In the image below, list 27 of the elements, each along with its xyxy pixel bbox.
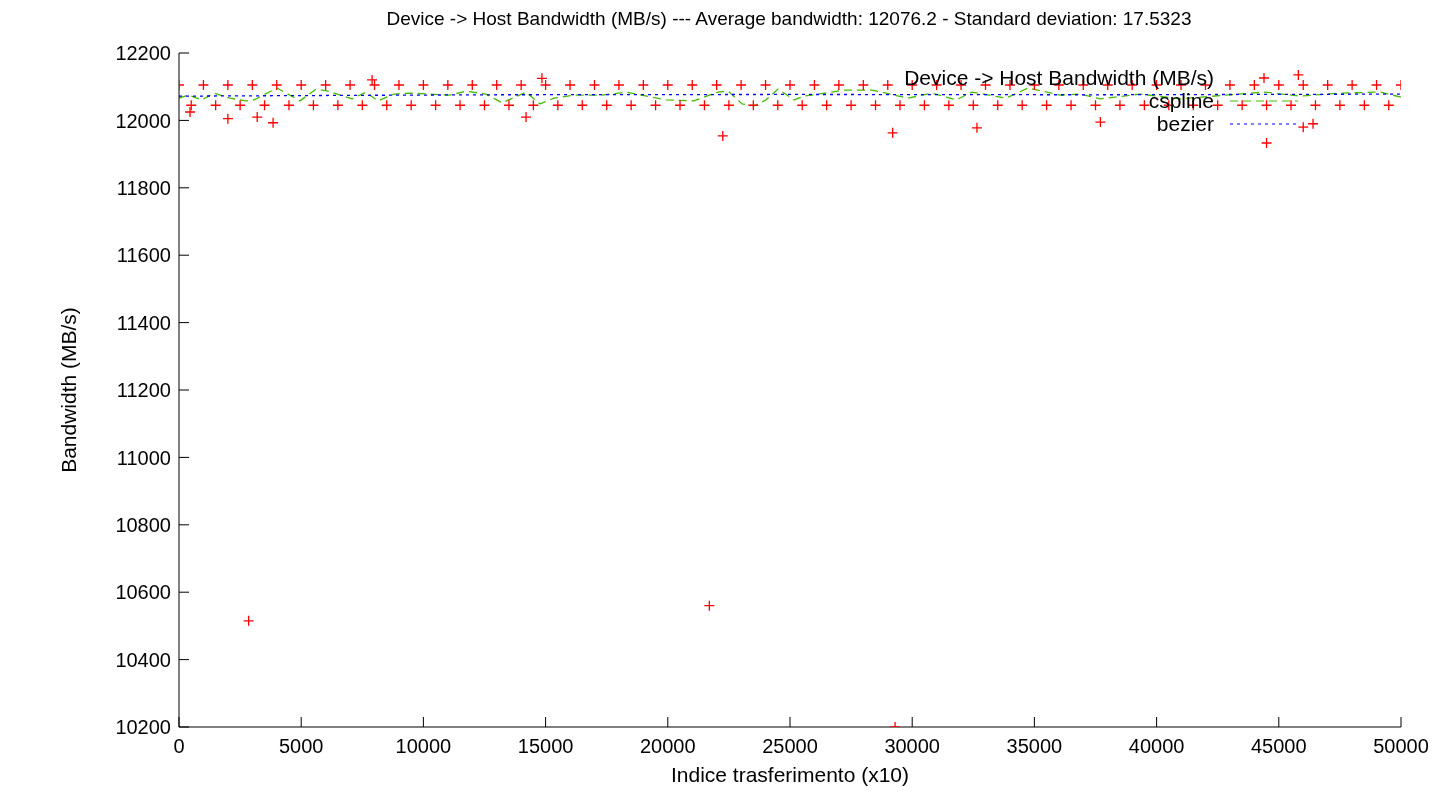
y-tick-label: 11200 bbox=[116, 379, 171, 402]
y-tick-label: 10400 bbox=[115, 648, 171, 671]
x-tick-label: 15000 bbox=[517, 735, 574, 758]
x-tick-label: 50000 bbox=[1373, 735, 1429, 758]
x-tick-label: 20000 bbox=[639, 735, 696, 758]
y-axis-title: Bandwidth (MB/s) bbox=[57, 307, 81, 473]
y-tick-label: 11600 bbox=[116, 244, 171, 267]
x-tick-label: 5000 bbox=[278, 735, 324, 758]
y-tick-label: 10600 bbox=[115, 581, 171, 604]
chart-title: Device -> Host Bandwidth (MB/s) --- Average bandwidth: 12076.2 - Standard deviation: 17.5323 bbox=[385, 8, 1193, 30]
y-tick-label: 11800 bbox=[116, 176, 171, 199]
x-tick-label: 30000 bbox=[884, 735, 941, 758]
legend-label: bezier bbox=[1156, 112, 1214, 135]
x-tick-label: 45000 bbox=[1250, 735, 1307, 758]
y-tick-label: 12200 bbox=[115, 42, 171, 65]
y-tick-label: 11400 bbox=[116, 311, 171, 334]
x-tick-label: 35000 bbox=[1006, 735, 1063, 758]
x-tick-label: 25000 bbox=[762, 735, 818, 758]
legend-label: Device -> Host Bandwidth (MB/s) bbox=[904, 66, 1214, 89]
x-tick-label: 10000 bbox=[395, 735, 452, 758]
x-axis-title: Indice trasferimento (x10) bbox=[670, 763, 910, 786]
y-tick-label: 10200 bbox=[115, 716, 171, 739]
x-tick-label: 40000 bbox=[1128, 735, 1185, 758]
y-tick-label: 10800 bbox=[115, 513, 171, 536]
y-tick-label: 12000 bbox=[115, 109, 171, 132]
y-tick-label: 11000 bbox=[116, 446, 171, 469]
x-tick-label: 0 bbox=[173, 735, 185, 758]
